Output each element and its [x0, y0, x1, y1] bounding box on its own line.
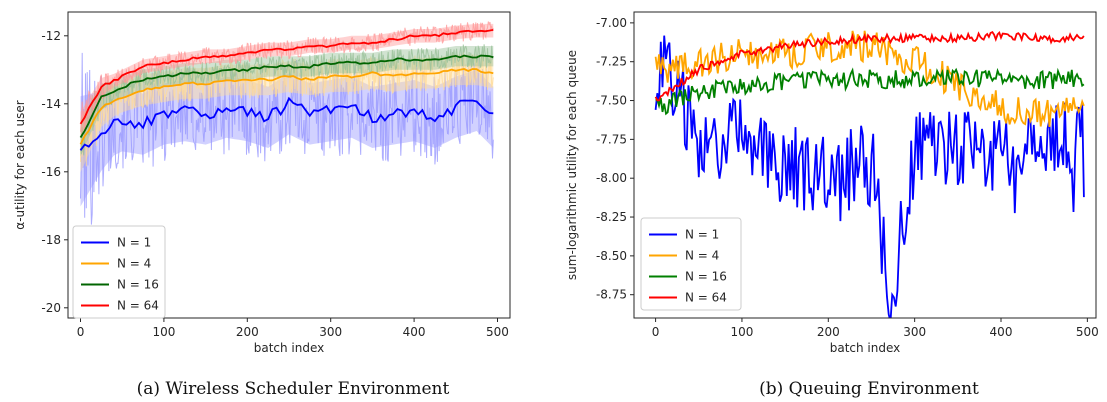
- panel-a-frame: [67, 11, 511, 319]
- panel-b-y-axis-label: sum-logarithmic utility for each queue: [565, 50, 579, 280]
- series-line-N4: [79, 68, 494, 145]
- panel-b-legend-label: N = 1: [685, 228, 719, 242]
- series-raw-N1: [80, 52, 494, 225]
- panel-a-x-tick-label: 0: [77, 325, 85, 339]
- panel-a-plot-area: [79, 21, 494, 225]
- panel-a-y-tick-label: -14: [41, 97, 61, 111]
- series-raw-N64: [80, 21, 494, 132]
- panel-a-y-tick-label: -16: [41, 165, 61, 179]
- panel-b-frame: [633, 11, 1097, 319]
- panel-b-x-tick-label: 300: [903, 325, 926, 339]
- panel-b-y-tick-label: -8.75: [596, 288, 627, 302]
- panel-b-legend-label: N = 16: [685, 270, 727, 284]
- panel-b-caption: (b) Queuing Environment: [759, 379, 979, 399]
- panel-a-y-axis-label: α-utility for each user: [13, 100, 27, 229]
- panel-b-y-tick-label: -7.75: [596, 132, 627, 146]
- panel-b-x-axis-label: batch index: [830, 341, 901, 355]
- panel-b-y-tick-label: -7.50: [596, 94, 627, 108]
- series-line-N16: [655, 67, 1085, 116]
- panel-a-x-axis-label: batch index: [254, 341, 325, 355]
- panel-a-legend-label: N = 16: [117, 278, 159, 292]
- panel-a-x-tick-label: 300: [319, 325, 342, 339]
- panel-a-legend-label: N = 1: [117, 236, 151, 250]
- panel-a-y-tick-label: -12: [41, 29, 61, 43]
- panel-a-x-tick-label: 200: [236, 325, 259, 339]
- series-line-N1: [654, 35, 1085, 318]
- panel-b-legend-label: N = 64: [685, 291, 727, 305]
- panel-b-plot-area: [654, 30, 1085, 318]
- panel-a-y-tick-label: -18: [41, 233, 61, 247]
- panel-b-legend-label: N = 4: [685, 249, 719, 263]
- panel-b-y-tick-label: -7.25: [596, 55, 627, 69]
- panel-a-caption: (a) Wireless Scheduler Environment: [137, 379, 450, 399]
- panel-a-x-tick-label: 500: [486, 325, 509, 339]
- panel-b-legend-box: [640, 217, 742, 311]
- series-line-N1: [79, 96, 494, 151]
- series-raw-N16: [80, 44, 494, 156]
- series-line-N16: [79, 54, 494, 138]
- panel-b-x-tick-label: 500: [1076, 325, 1099, 339]
- panel-b-x-tick-label: 0: [652, 325, 660, 339]
- panel-b-x-tick-label: 200: [817, 325, 840, 339]
- panel-b-x-tick-label: 400: [990, 325, 1013, 339]
- panel-b-y-tick-label: -7.00: [596, 16, 627, 30]
- series-line-N64: [79, 29, 494, 125]
- panel-b-y-tick-label: -8.25: [596, 210, 627, 224]
- panel-b-y-tick-label: -8.00: [596, 171, 627, 185]
- panel-a-legend-label: N = 64: [117, 299, 159, 313]
- panel-a-x-tick-label: 100: [152, 325, 175, 339]
- panel-a-legend-box: [72, 225, 166, 319]
- panel-b-y-tick-label: -8.50: [596, 249, 627, 263]
- panel-a-wireless-scheduler: 0 100 200 300 400 500 -20 -18 -16 -14 -12 batch ind…: [13, 11, 511, 399]
- panel-a-legend-label: N = 4: [117, 257, 151, 271]
- panel-b-queuing: 0 100 200 300 400 500 -8.75 -8.50 -8.25 -8.00 -7.7…: [565, 11, 1099, 399]
- series-line-N64: [654, 30, 1085, 102]
- panel-a-y-tick-label: -20: [41, 301, 61, 315]
- series-line-N4: [654, 30, 1085, 127]
- panel-a-x-tick-label: 400: [403, 325, 426, 339]
- panel-b-x-tick-label: 100: [730, 325, 753, 339]
